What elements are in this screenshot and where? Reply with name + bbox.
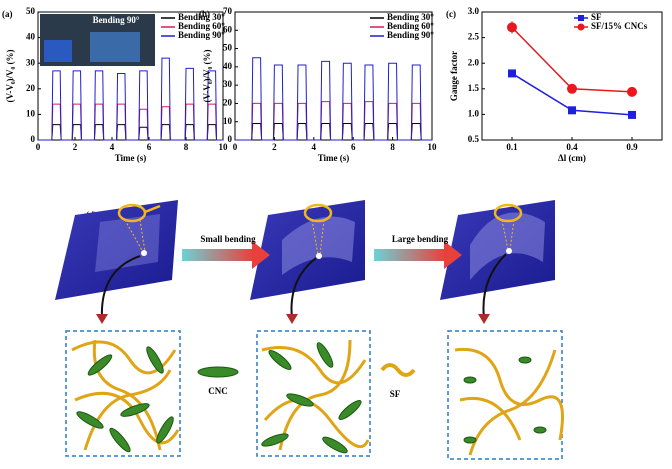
series-line (235, 57, 432, 141)
x-tick-label: 10 (428, 142, 438, 152)
pointer-head (96, 314, 490, 324)
legend-label: Bending 30° (178, 12, 225, 22)
inset-label: Bending 90° (93, 15, 140, 25)
arrow (374, 249, 446, 261)
x-tick-label: 2 (272, 142, 277, 152)
y-tick-label: 60 (223, 24, 233, 34)
y-tick-label: 30 (223, 79, 233, 89)
legend-label: SF/15% CNCs (591, 21, 648, 31)
y-axis-label: Gauge factor (449, 51, 459, 101)
series-line (235, 123, 432, 141)
component-label: CNC (208, 386, 228, 396)
y-tick-label: 2.0 (468, 57, 480, 67)
diagram: (d) Small bending Large bending CNC SF (55, 200, 564, 460)
x-tick-label: 10 (219, 142, 229, 152)
x-axis-label: Time (s) (115, 153, 147, 163)
series-line (511, 26, 633, 93)
marker (627, 86, 637, 97)
x-tick-label: 2 (73, 142, 78, 152)
series-line (235, 101, 432, 141)
pointer (100, 253, 507, 319)
y-axis-label: (V-V₀)/V₀ (%) (202, 50, 212, 103)
legend-label: Bending 90° (387, 30, 434, 40)
y-tick-label: 20 (26, 83, 36, 93)
inset-photo-detail (90, 32, 140, 62)
y-tick-label: 2.5 (468, 32, 480, 42)
series-line (38, 124, 223, 141)
y-tick-label: 70 (223, 6, 233, 16)
legend-label: Bending 60° (178, 21, 225, 31)
cnc (76, 342, 547, 454)
y-tick-label: 50 (26, 6, 36, 16)
legend-marker (578, 15, 584, 21)
x-tick-label: 0.9 (626, 142, 638, 152)
legend-label: Bending 60° (387, 21, 434, 31)
y-tick-label: 3.0 (468, 6, 480, 16)
legend-label: Bending 90° (178, 30, 225, 40)
y-tick-label: 1.0 (468, 108, 480, 118)
marker (628, 110, 636, 119)
film (282, 216, 355, 275)
focus-lines (124, 219, 515, 256)
x-tick-label: 0.4 (566, 142, 578, 152)
arrow (182, 249, 254, 261)
x-tick-label: 8 (184, 142, 189, 152)
x-tick-label: 6 (351, 142, 356, 152)
series-line (38, 103, 223, 141)
x-tick-label: 0 (36, 142, 41, 152)
y-tick-label: 10 (223, 116, 233, 126)
panel-label: (a) (2, 9, 13, 19)
y-tick-label: 30 (26, 57, 36, 67)
y-tick-label: 1.5 (468, 83, 480, 93)
component-label: SF (390, 389, 401, 399)
arrow-head (444, 241, 462, 269)
marker (568, 106, 576, 115)
step-label: Small bending (200, 234, 256, 244)
x-tick-label: 0 (233, 142, 238, 152)
x-tick-label: 4 (312, 142, 317, 152)
marker (507, 22, 517, 33)
sf-chains (71, 339, 564, 456)
series-line (38, 57, 223, 141)
legend-label: Bending 30° (387, 12, 434, 22)
panel-label: (b) (199, 9, 210, 19)
y-tick-label: 20 (223, 97, 233, 107)
spot (141, 248, 512, 259)
step-label: Large bending (392, 234, 449, 244)
panel-label: (c) (446, 9, 456, 19)
legend-marker (577, 23, 585, 31)
magnifier (117, 203, 523, 223)
film (95, 214, 160, 272)
film (470, 212, 545, 280)
y-tick-label: 40 (223, 61, 233, 71)
x-tick-label: 6 (147, 142, 152, 152)
x-tick-label: 4 (110, 142, 115, 152)
sf-sample (380, 363, 416, 377)
x-axis-label: Δl (cm) (558, 153, 586, 163)
x-axis-label: Time (s) (318, 153, 350, 163)
y-tick-label: 0 (228, 134, 233, 144)
y-axis-label: (V-V₀)/V₀ (%) (5, 50, 15, 103)
y-tick-label: 10 (26, 108, 36, 118)
y-tick-label: 0.5 (468, 134, 480, 144)
x-tick-label: 0.1 (506, 142, 518, 152)
x-tick-label: 8 (390, 142, 395, 152)
y-tick-label: 0 (31, 134, 36, 144)
inset-photo-detail (44, 40, 72, 62)
arrow-head (252, 241, 270, 269)
marker (567, 83, 577, 94)
zoom-box (65, 330, 563, 460)
y-tick-label: 40 (26, 32, 36, 42)
y-tick-label: 50 (223, 43, 233, 53)
legend-label: SF (591, 12, 602, 22)
marker (508, 69, 516, 78)
